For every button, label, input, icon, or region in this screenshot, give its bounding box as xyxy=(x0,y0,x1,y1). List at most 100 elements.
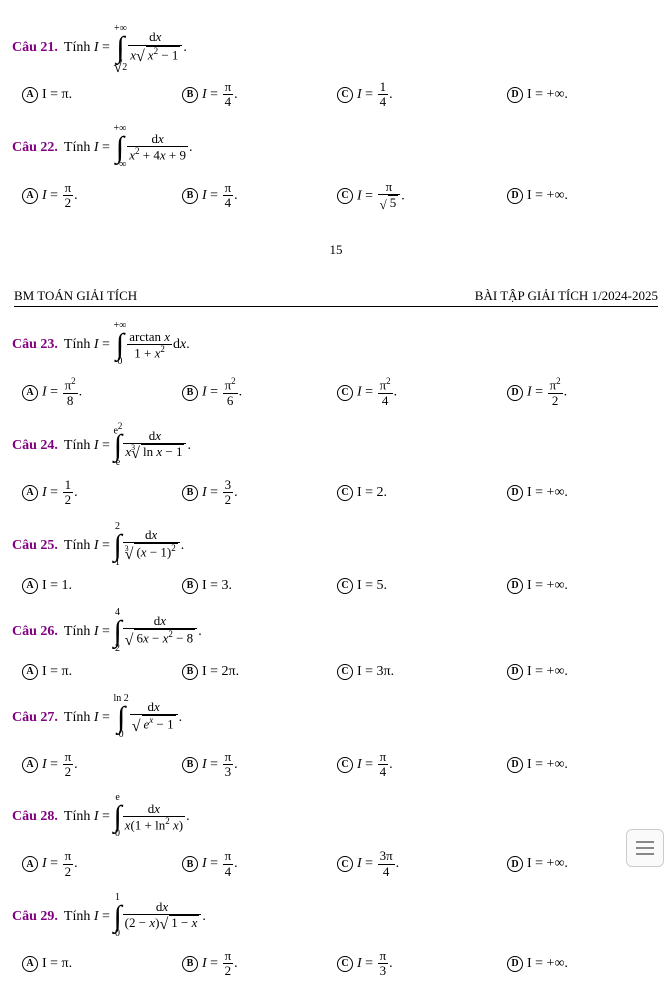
question-29: Câu 29. Tính I = 1 ∫ 0 dx (2 − x)√1 − x … xyxy=(12,893,660,941)
question-number: Câu 25. xyxy=(12,538,58,554)
choice-c: I = 14. xyxy=(357,80,393,110)
page-header: BM TOÁN GIẢI TÍCH BÀI TẬP GIẢI TÍCH 1/20… xyxy=(14,288,658,307)
question-23: Câu 23. Tính I = +∞ ∫ 0 arctan x 1 + x2 … xyxy=(12,321,660,369)
choice-d: I = +∞. xyxy=(527,664,568,680)
question-27: Câu 27. Tính I = ln 2 ∫ 0 dx √ex − 1 . xyxy=(12,694,660,742)
choice-c: I = 5. xyxy=(357,578,387,594)
choice-c: I = 3π. xyxy=(357,664,394,680)
choice-a: I = π. xyxy=(42,956,72,972)
choice-b: I = 2π. xyxy=(202,664,239,680)
question-number: Câu 24. xyxy=(12,438,58,454)
choice-d: I = +∞. xyxy=(527,757,568,773)
choice-a-icon: A xyxy=(22,664,38,680)
choices-26: AI = π. BI = 2π. CI = 3π. DI = +∞. xyxy=(22,664,660,680)
choice-d-icon: D xyxy=(507,578,523,594)
choices-28: AI = π2. BI = π4. CI = 3π4. DI = +∞. xyxy=(22,849,660,879)
header-right: BÀI TẬP GIẢI TÍCH 1/2024-2025 xyxy=(475,288,658,304)
choice-d: I = +∞. xyxy=(527,956,568,972)
question-text: Tính I = 4 ∫ 2 dx √6x − x2 − 8 . xyxy=(64,608,202,656)
choice-d: I = π22. xyxy=(527,377,567,408)
choice-c-icon: C xyxy=(337,385,353,401)
question-text: Tính I = ln 2 ∫ 0 dx √ex − 1 . xyxy=(64,694,182,742)
choice-d: I = +∞. xyxy=(527,578,568,594)
question-number: Câu 27. xyxy=(12,710,58,726)
choice-d-icon: D xyxy=(507,956,523,972)
choice-a-icon: A xyxy=(22,188,38,204)
question-text: Tính I = 1 ∫ 0 dx (2 − x)√1 − x . xyxy=(64,893,206,941)
choice-c: I = 3π4. xyxy=(357,849,399,879)
choices-23: AI = π28. BI = π26. CI = π24. DI = π22. xyxy=(22,377,660,408)
choice-b-icon: B xyxy=(182,856,198,872)
choice-c: I = π√5. xyxy=(357,180,405,213)
choice-b: I = π26. xyxy=(202,377,242,408)
choice-b-icon: B xyxy=(182,578,198,594)
question-text: Tính I = e2 ∫ e dx x3√ln x − 1 . xyxy=(64,422,191,470)
choice-b-icon: B xyxy=(182,188,198,204)
choice-c-icon: C xyxy=(337,856,353,872)
question-number: Câu 29. xyxy=(12,909,58,925)
choice-c: I = π4. xyxy=(357,750,393,780)
menu-icon[interactable] xyxy=(626,829,664,867)
choices-24: AI = 12. BI = 32. CI = 2. DI = +∞. xyxy=(22,478,660,508)
question-number: Câu 23. xyxy=(12,337,58,353)
choice-a: I = π28. xyxy=(42,377,82,408)
choice-c: I = 2. xyxy=(357,485,387,501)
choice-d: I = +∞. xyxy=(527,87,568,103)
question-24: Câu 24. Tính I = e2 ∫ e dx x3√ln x − 1 . xyxy=(12,422,660,470)
choices-27: AI = π2. BI = π3. CI = π4. DI = +∞. xyxy=(22,750,660,780)
choice-a-icon: A xyxy=(22,757,38,773)
choice-a-icon: A xyxy=(22,87,38,103)
choice-b: I = π4. xyxy=(202,181,238,211)
choice-c-icon: C xyxy=(337,757,353,773)
question-number: Câu 22. xyxy=(12,140,58,156)
choice-b: I = π4. xyxy=(202,80,238,110)
question-text: Tính I = +∞ ∫ √2 dx x√x2 − 1 . xyxy=(64,24,187,72)
choice-d-icon: D xyxy=(507,188,523,204)
choice-a: I = π2. xyxy=(42,849,78,879)
question-text: Tính I = +∞ ∫ −∞ dx x2 + 4x + 9 . xyxy=(64,124,193,172)
choices-22: AI = π2. BI = π4. CI = π√5. DI = +∞. xyxy=(22,180,660,213)
choices-21: AI = π. BI = π4. CI = 14. DI = +∞. xyxy=(22,80,660,110)
question-number: Câu 28. xyxy=(12,809,58,825)
choice-d: I = +∞. xyxy=(527,188,568,204)
choice-c-icon: C xyxy=(337,485,353,501)
page-number: 15 xyxy=(12,242,660,258)
choice-a: I = π. xyxy=(42,664,72,680)
choice-d-icon: D xyxy=(507,485,523,501)
choice-d-icon: D xyxy=(507,87,523,103)
choice-a: I = π. xyxy=(42,87,72,103)
choice-b-icon: B xyxy=(182,956,198,972)
choices-25: AI = 1. BI = 3. CI = 5. DI = +∞. xyxy=(22,578,660,594)
choice-b: I = π3. xyxy=(202,750,238,780)
question-text: Tính I = e ∫ 0 dx x(1 + ln2 x) . xyxy=(64,793,190,841)
choice-b-icon: B xyxy=(182,87,198,103)
choice-d: I = +∞. xyxy=(527,485,568,501)
choice-c-icon: C xyxy=(337,664,353,680)
choice-a: I = π2. xyxy=(42,181,78,211)
choice-d-icon: D xyxy=(507,385,523,401)
question-number: Câu 26. xyxy=(12,624,58,640)
choice-a: I = π2. xyxy=(42,750,78,780)
choice-a: I = 12. xyxy=(42,478,78,508)
choice-c-icon: C xyxy=(337,956,353,972)
question-28: Câu 28. Tính I = e ∫ 0 dx x(1 + ln2 x) . xyxy=(12,793,660,841)
choice-b-icon: B xyxy=(182,485,198,501)
choice-a-icon: A xyxy=(22,485,38,501)
choice-b-icon: B xyxy=(182,385,198,401)
question-text: Tính I = 2 ∫ 1 dx 3√(x − 1)2 . xyxy=(64,522,184,570)
choice-a-icon: A xyxy=(22,856,38,872)
choice-b: I = π2. xyxy=(202,949,238,979)
choice-d-icon: D xyxy=(507,664,523,680)
choice-b: I = 3. xyxy=(202,578,232,594)
question-number: Câu 21. xyxy=(12,40,58,56)
choice-b-icon: B xyxy=(182,664,198,680)
choice-b: I = π4. xyxy=(202,849,238,879)
choice-c: I = π24. xyxy=(357,377,397,408)
choice-b: I = 32. xyxy=(202,478,238,508)
choice-c: I = π3. xyxy=(357,949,393,979)
choice-d-icon: D xyxy=(507,856,523,872)
choice-d: I = +∞. xyxy=(527,856,568,872)
choice-a: I = 1. xyxy=(42,578,72,594)
question-21: Câu 21. Tính I = +∞ ∫ √2 dx x√x2 − 1 . xyxy=(12,24,660,72)
choice-c-icon: C xyxy=(337,188,353,204)
